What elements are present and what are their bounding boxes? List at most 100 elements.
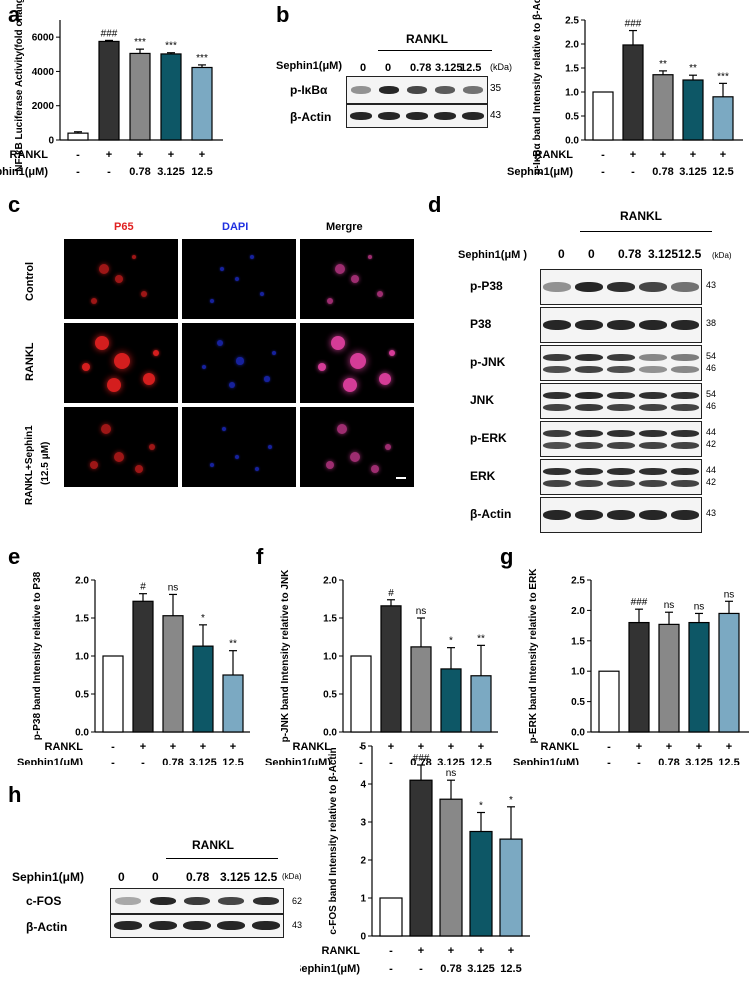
blot-h-0-band-1 (149, 897, 176, 905)
sephin-val-a-1: - (107, 166, 111, 178)
blot-d-6-band-1 (575, 510, 603, 520)
blot-d-2a-band-2 (607, 354, 635, 361)
ytick-label-a-0: 0 (48, 136, 54, 147)
sephin-val-h-1: - (419, 963, 423, 975)
ytick-label-f-2: 1.0 (323, 652, 337, 663)
blot-d-5b-band-2 (607, 480, 635, 487)
mic-cell-r1-c2-0 (331, 336, 345, 350)
sephin-val-a-0: - (76, 166, 80, 178)
rankl-sign-a-4: + (199, 149, 205, 161)
sig-g-4: ns (724, 589, 735, 600)
mic-cell-r2-c1-1 (234, 454, 240, 460)
blot-d-strip-1 (540, 307, 702, 343)
blot-b-conc-0: 0 (360, 62, 367, 74)
sig-g-2: ns (664, 600, 675, 611)
mic-cell-r0-c0-1 (115, 275, 123, 283)
blot-b-sephin-label: Sephin1(μM) (276, 60, 343, 72)
sephin-val-f-1: - (389, 757, 393, 765)
rankl-sign-b-4: + (720, 149, 726, 161)
bar-f-1 (380, 605, 402, 733)
blot-b-1-band-1 (378, 112, 400, 120)
mic-cell-r1-c1-1 (236, 357, 244, 365)
ylabel-b: p-IκBα band Intensity relative to β-Acti… (532, 0, 543, 174)
blot-h-sephin-label: Sephin1(μM) (12, 870, 85, 884)
sig-e-2: ns (168, 582, 179, 593)
mic-cell-r2-c0-4 (149, 444, 155, 450)
blot-h-mw-1: 43 (292, 920, 303, 930)
rankl-sign-a-2: + (137, 149, 143, 161)
sephin-val-g-1: - (637, 757, 641, 765)
sephin-label-h: Sephin1(μM) (300, 963, 360, 975)
sig-h-1: ### (413, 753, 430, 764)
sig-a-4: *** (196, 53, 208, 64)
mic-panel-r2-c1 (182, 407, 296, 487)
mic-cell-r2-c1-2 (255, 467, 259, 471)
blot-d-2b-band-3 (639, 366, 667, 373)
blot-h-conc-3: 3.125 (220, 870, 251, 884)
sephin-val-e-1: - (141, 757, 145, 765)
blot-h-rankl-line (166, 858, 278, 859)
blot-d-5a-band-3 (639, 468, 667, 475)
blot-d-2b-band-4 (671, 366, 699, 373)
mic-cell-r0-c2-1 (351, 275, 359, 283)
blot-d-row-label-3: JNK (470, 393, 495, 407)
mic-cell-r2-c1-4 (268, 445, 272, 449)
mic-cell-r1-c1-3 (264, 376, 270, 382)
sig-h-2: ns (446, 768, 457, 779)
blot-d-0-band-1 (575, 282, 603, 292)
rankl-sign-f-0: - (359, 741, 363, 753)
mic-cell-r2-c2-1 (350, 452, 360, 462)
blot-d-5a-band-0 (543, 468, 571, 475)
blot-d-row-label-6: β-Actin (470, 507, 512, 521)
sephin-val-f-2: 0.78 (410, 757, 431, 765)
sephin-val-g-4: 12.5 (718, 757, 739, 765)
panel-letter-h: h (8, 782, 22, 807)
blot-d-4b-band-4 (671, 442, 699, 449)
blot-h-1-band-3 (217, 921, 246, 930)
blot-d-row-label-1: P38 (470, 317, 492, 331)
bar-g-1 (628, 621, 650, 733)
sephin-label-a: Sephin1(μM) (0, 166, 48, 178)
blot-h-mw-0: 62 (292, 896, 303, 906)
sig-b-2: ** (659, 59, 667, 70)
chart-h: 0 1 2 3 4 5 c-FOS band Intensity relative to β… (300, 742, 530, 975)
sig-a-3: *** (165, 41, 177, 52)
mic-cell-r1-c2-2 (343, 378, 357, 392)
sephin-val-b-4: 12.5 (712, 166, 733, 178)
mic-cell-r2-c2-0 (337, 424, 347, 434)
mic-cell-r0-c0-3 (91, 298, 97, 304)
blot-d-strip-3 (540, 383, 702, 419)
mic-panel-r2-c2 (300, 407, 414, 487)
blot-b-1-band-0 (350, 112, 372, 120)
panel-letter-a: a (8, 2, 21, 27)
mic-cell-r0-c1-3 (210, 299, 214, 303)
ytick-label-a-2: 4000 (32, 67, 55, 78)
blot-d-4a-band-3 (639, 430, 667, 437)
mic-cell-r2-c0-0 (101, 424, 111, 434)
sephin-val-b-0: - (601, 166, 605, 178)
blot-h-0-band-4 (252, 897, 279, 905)
sig-b-4: *** (717, 71, 729, 82)
blot-d-3b-band-0 (543, 404, 571, 411)
blot-d-mw-4-1: 42 (706, 439, 717, 449)
ytick-label-a-1: 2000 (32, 101, 55, 112)
ytick-label-f-1: 0.5 (323, 690, 337, 701)
sephin-label-g: Sephin1(μM) (513, 757, 579, 765)
ytick-label-e-0: 0.0 (75, 728, 89, 739)
ytick-label-e-2: 1.0 (75, 652, 89, 663)
sephin-val-g-2: 0.78 (658, 757, 679, 765)
blot-d-2a-band-4 (671, 354, 699, 361)
sig-g-1: ### (631, 597, 648, 608)
blot-b-0-band-0 (351, 86, 371, 94)
mic-cell-r1-c0-2 (107, 378, 121, 392)
bar-e-2 (162, 615, 184, 733)
bar-g-0 (598, 670, 620, 733)
blot-d-mw-6-0: 43 (706, 508, 717, 518)
blot-d-5a-band-2 (607, 468, 635, 475)
chart-a: 0 2000 4000 6000 NF-κB Luciferase Activity(f… (0, 0, 223, 178)
blot-d-conc-1: 0 (588, 247, 595, 261)
ytick-label-f-3: 1.5 (323, 614, 337, 625)
blot-d-mw-5-0: 44 (706, 465, 717, 475)
rankl-label-a: RANKL (10, 149, 49, 161)
sig-a-1: ### (101, 28, 118, 39)
